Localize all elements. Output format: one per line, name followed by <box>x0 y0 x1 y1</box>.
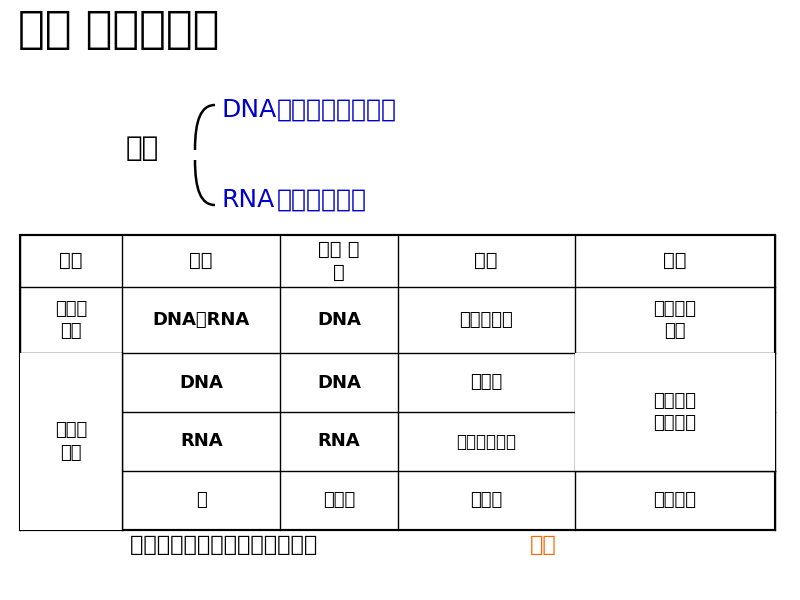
Text: 有细胞
结构: 有细胞 结构 <box>55 300 87 340</box>
Text: RNA: RNA <box>180 433 222 451</box>
Text: 含有两种
核酸: 含有两种 核酸 <box>654 300 697 340</box>
Text: 核酸: 核酸 <box>126 134 158 162</box>
Text: 判断：一切生物的遗传物质都是: 判断：一切生物的遗传物质都是 <box>130 535 324 555</box>
Text: 烟草花叶病毒: 烟草花叶病毒 <box>456 433 516 451</box>
Text: 举例: 举例 <box>474 251 498 271</box>
Text: 核酸: 核酸 <box>190 251 213 271</box>
Text: 噬菌体: 噬菌体 <box>470 373 502 391</box>
Text: 正研究中: 正研究中 <box>654 491 697 509</box>
Text: 备注: 备注 <box>663 251 686 271</box>
Text: 朊病毒: 朊病毒 <box>470 491 502 509</box>
Text: DNA: DNA <box>179 373 223 391</box>
Text: DNA和RNA: DNA和RNA <box>153 311 250 329</box>
Text: （核糖核酸）: （核糖核酸） <box>277 188 367 212</box>
Text: RNA: RNA <box>318 433 360 451</box>
Bar <box>575 353 775 471</box>
Text: 只含其中
一种核酸: 只含其中 一种核酸 <box>654 392 697 432</box>
Text: DNA: DNA <box>317 373 361 391</box>
Text: 核酸: 核酸 <box>530 535 557 555</box>
Bar <box>20 235 775 530</box>
Text: 无: 无 <box>196 491 206 509</box>
Text: 蛋白质: 蛋白质 <box>323 491 355 509</box>
Text: 生物: 生物 <box>59 251 82 271</box>
Text: DNA: DNA <box>222 98 278 122</box>
Text: 无细胞
结构: 无细胞 结构 <box>55 421 87 461</box>
Text: DNA: DNA <box>317 311 361 329</box>
Text: 二、 核酸的种类: 二、 核酸的种类 <box>18 8 219 51</box>
Text: RNA: RNA <box>222 188 275 212</box>
Bar <box>20 353 122 530</box>
Text: 细菌、人等: 细菌、人等 <box>459 311 513 329</box>
Text: （脲氧核糖核酸）: （脲氧核糖核酸） <box>277 98 397 122</box>
Text: 遗传 物
质: 遗传 物 质 <box>318 239 360 282</box>
